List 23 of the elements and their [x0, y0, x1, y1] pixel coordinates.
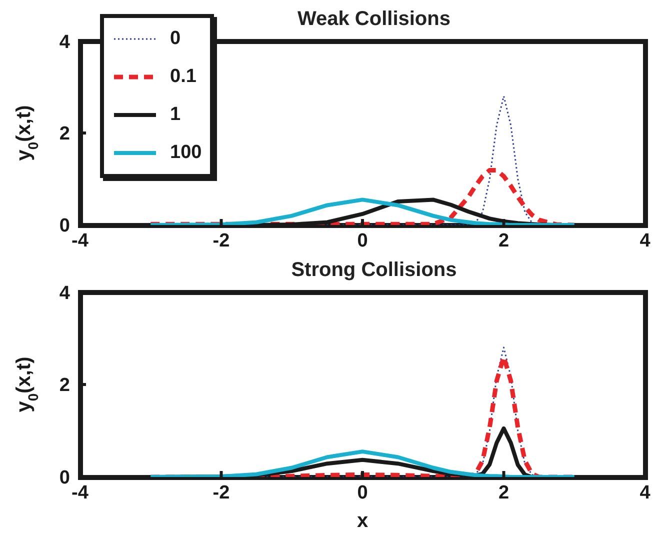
x-axis-title: x	[356, 510, 368, 532]
y-tick-label: 4	[59, 32, 70, 53]
legend-label: 1	[170, 104, 181, 126]
x-tick-label: -4	[72, 482, 89, 504]
x-tick-label: -2	[212, 230, 230, 252]
x-tick-label: 2	[498, 482, 510, 504]
chart-title: Strong Collisions	[291, 259, 457, 281]
x-tick-label: 4	[640, 230, 651, 252]
legend-label: 100	[170, 142, 202, 164]
x-tick-label: -2	[212, 482, 230, 504]
y-tick-label: 4	[59, 282, 70, 304]
legend-label: 0	[170, 28, 181, 50]
x-tick-label: -4	[72, 230, 89, 252]
y-tick-label: 2	[59, 375, 70, 396]
x-tick-label: 0	[357, 230, 368, 252]
y-tick-label: 2	[59, 124, 70, 145]
x-tick-label: 4	[640, 482, 651, 504]
legend-label: 0.1	[170, 66, 196, 88]
chart-title: Weak Collisions	[297, 8, 450, 30]
x-tick-label: 0	[357, 482, 368, 504]
x-tick-label: 2	[498, 230, 510, 252]
y-tick-label: 0	[59, 468, 70, 489]
y-tick-label: 0	[59, 216, 70, 237]
